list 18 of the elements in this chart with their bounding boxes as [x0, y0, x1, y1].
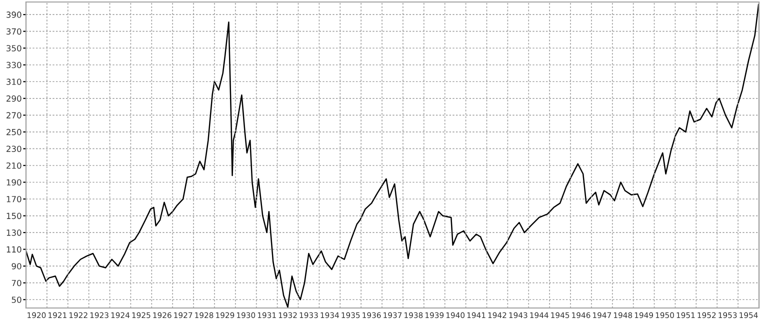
- y-tick-label: 70: [12, 280, 22, 286]
- y-tick-label: 270: [6, 112, 22, 118]
- y-tick-label: 230: [6, 146, 22, 152]
- y-tick-label: 170: [6, 196, 22, 202]
- y-tick-label: 110: [6, 246, 22, 253]
- y-tick-label: 150: [6, 212, 22, 220]
- y-tick-label: 390: [6, 12, 22, 18]
- y-tick-label: 310: [6, 78, 22, 85]
- y-tick-label: 350: [6, 45, 22, 52]
- y-tick-label: 90: [12, 263, 22, 270]
- y-tick-label: 290: [6, 95, 22, 102]
- y-tick-label: 190: [6, 179, 22, 186]
- y-tick-label: 130: [6, 230, 22, 236]
- y-tick-label: 210: [6, 162, 22, 169]
- y-tick-label: 50: [12, 296, 22, 303]
- y-tick-label: 370: [6, 28, 22, 35]
- y-tick-label: 250: [6, 128, 22, 136]
- y-tick-label: 330: [6, 62, 22, 68]
